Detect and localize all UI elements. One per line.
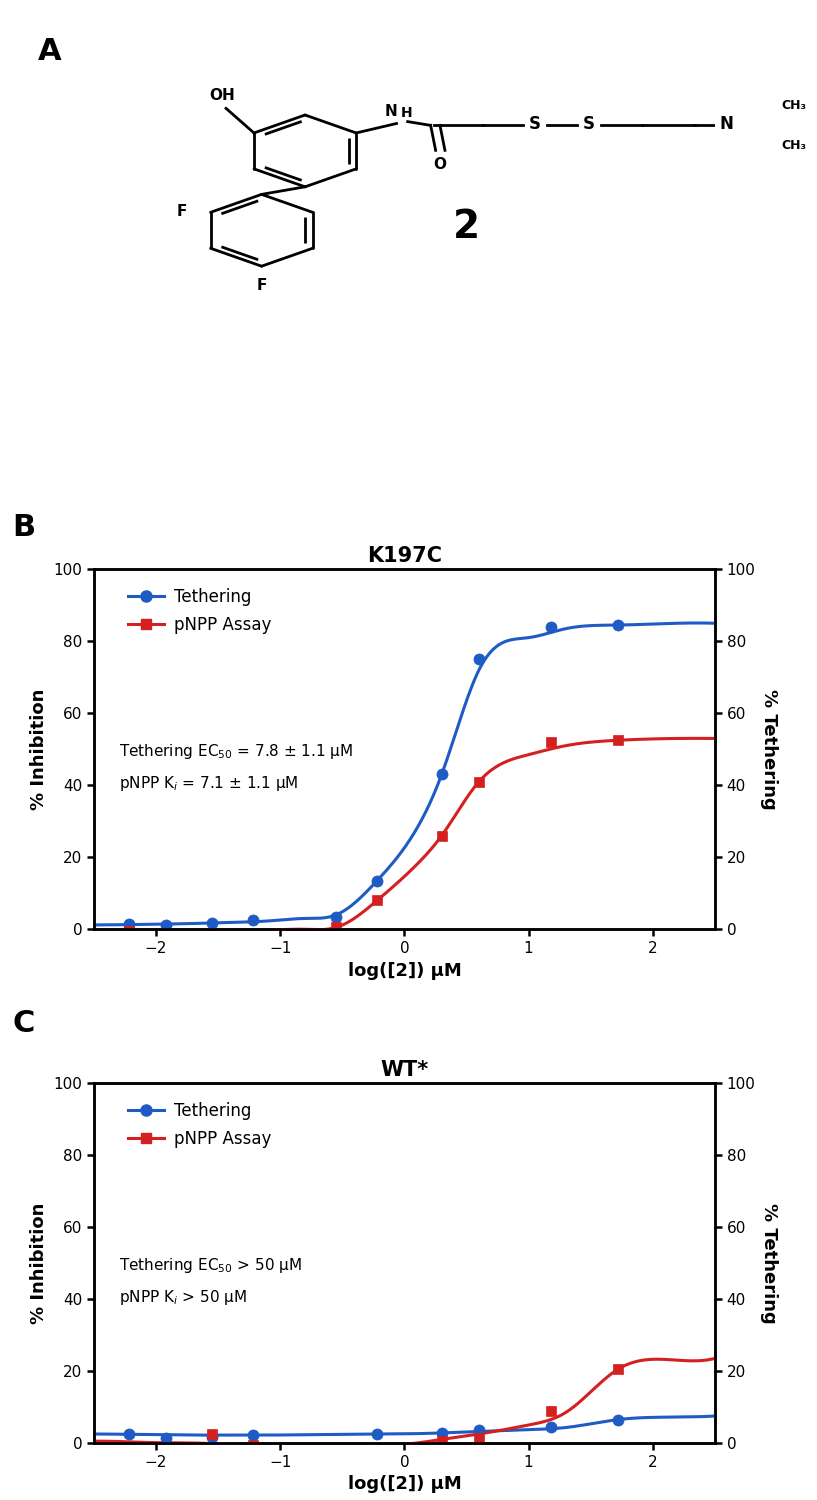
- Text: F: F: [176, 204, 187, 219]
- Text: S: S: [583, 116, 595, 134]
- Text: N: N: [720, 116, 734, 134]
- X-axis label: log([2]) μM: log([2]) μM: [347, 962, 462, 980]
- Title: WT*: WT*: [380, 1060, 429, 1080]
- X-axis label: log([2]) μM: log([2]) μM: [347, 1476, 462, 1494]
- Text: CH₃: CH₃: [782, 99, 806, 112]
- Text: F: F: [257, 278, 267, 292]
- Text: B: B: [12, 513, 35, 542]
- Text: O: O: [434, 158, 446, 172]
- Text: S: S: [529, 116, 540, 134]
- Legend: Tethering, pNPP Assay: Tethering, pNPP Assay: [121, 1095, 279, 1155]
- Y-axis label: % Inhibition: % Inhibition: [29, 1203, 47, 1323]
- Y-axis label: % Tethering: % Tethering: [760, 688, 778, 810]
- Text: Tethering EC$_{50}$ > 50 μM: Tethering EC$_{50}$ > 50 μM: [118, 1256, 301, 1275]
- Text: Tethering EC$_{50}$ = 7.8 ± 1.1 μM: Tethering EC$_{50}$ = 7.8 ± 1.1 μM: [118, 742, 353, 760]
- Text: CH₃: CH₃: [782, 138, 806, 152]
- Text: OH: OH: [209, 87, 234, 102]
- Text: N: N: [384, 104, 397, 118]
- Legend: Tethering, pNPP Assay: Tethering, pNPP Assay: [121, 580, 279, 640]
- Y-axis label: % Inhibition: % Inhibition: [29, 688, 47, 810]
- Y-axis label: % Tethering: % Tethering: [760, 1203, 778, 1323]
- Text: C: C: [12, 1010, 34, 1038]
- Title: K197C: K197C: [367, 546, 442, 567]
- Text: pNPP K$_i$ = 7.1 ± 1.1 μM: pNPP K$_i$ = 7.1 ± 1.1 μM: [118, 774, 298, 794]
- Text: pNPP K$_i$ > 50 μM: pNPP K$_i$ > 50 μM: [118, 1288, 247, 1306]
- Text: 2: 2: [453, 207, 480, 246]
- Text: A: A: [38, 38, 62, 66]
- Text: H: H: [401, 106, 413, 120]
